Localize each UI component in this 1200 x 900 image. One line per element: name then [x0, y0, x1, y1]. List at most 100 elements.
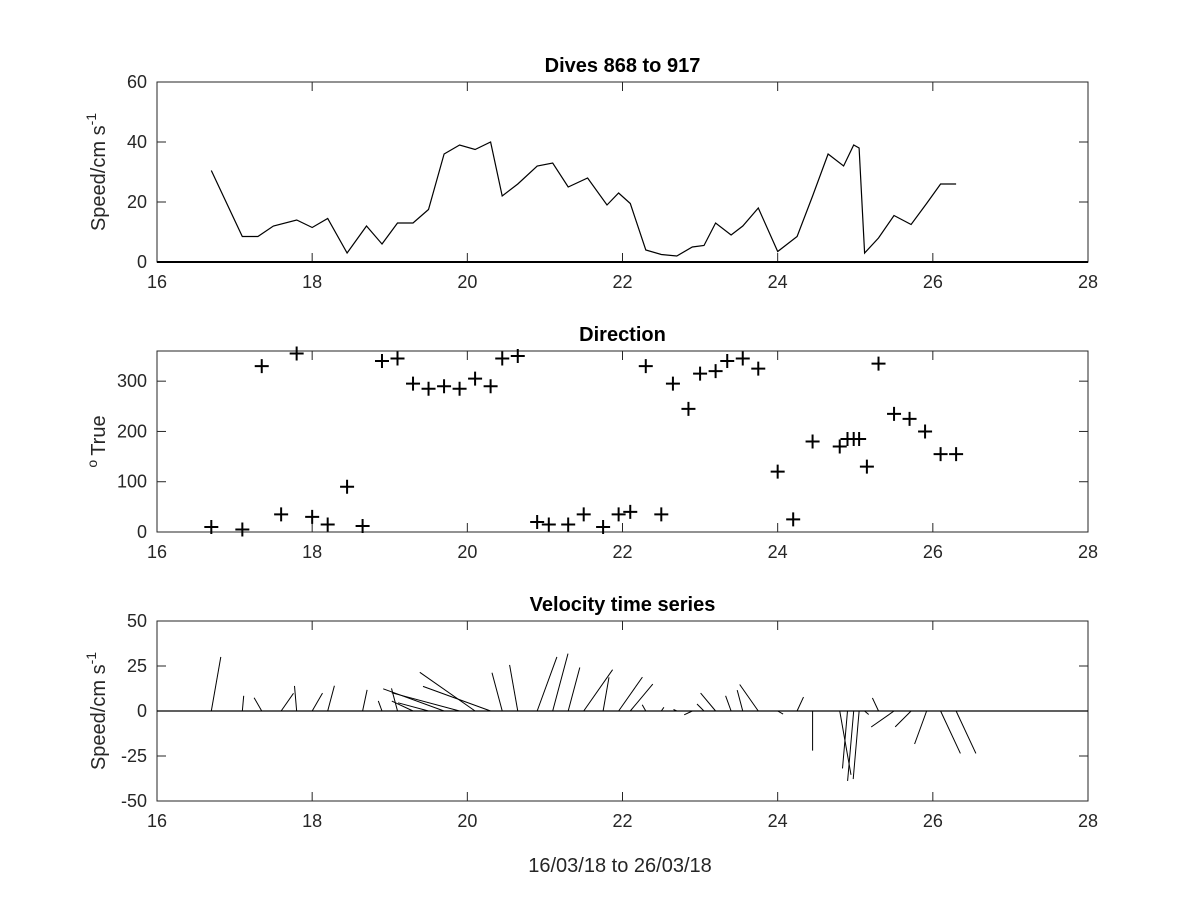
direction-point: [751, 361, 766, 376]
direction-point: [693, 366, 708, 381]
velocity-stick: [736, 689, 744, 712]
velocity-stick: [894, 710, 912, 728]
x-tick-label: 18: [302, 811, 322, 831]
velocity-stick: [852, 710, 860, 780]
velocity-stick: [422, 685, 491, 712]
direction-point: [406, 376, 421, 391]
y-tick-label: 0: [137, 252, 147, 272]
x-tick-label: 16: [147, 272, 167, 292]
y-tick-label: 40: [127, 132, 147, 152]
direction-point: [390, 351, 405, 366]
direction-point: [495, 351, 510, 366]
y-axis-label: Speed/cm s-1: [83, 652, 110, 770]
figure-xlabel: 16/03/18 to 26/03/18: [528, 855, 712, 877]
velocity-stick: [397, 702, 429, 712]
y-tick-label: 0: [137, 701, 147, 721]
direction-point: [576, 507, 591, 522]
velocity-stick: [683, 710, 693, 716]
velocity-stick: [583, 669, 614, 712]
velocity-stick: [629, 683, 654, 712]
direction-point: [305, 509, 320, 524]
y-tick-label: 60: [127, 72, 147, 92]
direction-point: [541, 517, 556, 532]
x-tick-label: 16: [147, 542, 167, 562]
axes-box: [156, 81, 1089, 263]
velocity-stick: [253, 697, 263, 712]
velocity-stick: [700, 692, 716, 712]
speed-series-line: [210, 141, 957, 257]
x-tick-label: 18: [302, 542, 322, 562]
velocity-stick: [864, 710, 870, 715]
y-axis-label-prefix: o: [84, 460, 100, 468]
direction-point: [596, 519, 611, 534]
y-tick-label: 0: [137, 522, 147, 542]
y-axis-label-superscript: -1: [83, 652, 99, 665]
x-tick-label: 22: [612, 811, 632, 831]
y-tick-label: 50: [127, 611, 147, 631]
direction-point: [421, 381, 436, 396]
x-tick-label: 28: [1078, 542, 1098, 562]
direction-point: [665, 376, 680, 391]
direction-point: [468, 371, 483, 386]
velocity-stick: [847, 710, 855, 781]
velocity-stick: [940, 710, 961, 754]
y-tick-label: 100: [117, 472, 147, 492]
velocity-stick: [210, 656, 222, 712]
direction-panel: 16 18 20 22 24 26 28 0 100 200 300 Direction o True: [84, 324, 1098, 562]
velocity-stick: [618, 676, 643, 712]
direction-point: [340, 479, 355, 494]
direction-point: [638, 359, 653, 374]
x-tick-label: 18: [302, 272, 322, 292]
direction-point: [708, 364, 723, 379]
x-tick-label: 24: [768, 272, 788, 292]
direction-point: [510, 349, 525, 364]
direction-point: [805, 434, 820, 449]
velocity-stick: [552, 653, 569, 712]
direction-point: [254, 359, 269, 374]
direction-point: [374, 354, 389, 369]
direction-point: [483, 379, 498, 394]
velocity-stick: [509, 664, 519, 712]
x-tick-label: 24: [768, 542, 788, 562]
axes-box: [156, 350, 1089, 533]
velocity-stick: [955, 710, 977, 754]
direction-point: [530, 514, 545, 529]
direction-point: [452, 381, 467, 396]
y-tick-label: 300: [117, 371, 147, 391]
velocity-stick: [241, 695, 245, 712]
x-tick-label: 26: [923, 272, 943, 292]
velocity-stick: [391, 692, 460, 712]
y-tick-label: 200: [117, 421, 147, 441]
direction-point: [887, 406, 902, 421]
x-tick-label: 26: [923, 811, 943, 831]
direction-point: [561, 517, 576, 532]
velocity-stick: [696, 703, 705, 712]
direction-point: [852, 431, 867, 446]
y-axis-label: o True: [84, 415, 110, 467]
direction-point: [654, 507, 669, 522]
velocity-stick: [491, 672, 503, 712]
velocity-stick: [777, 710, 784, 715]
panel-title: Direction: [579, 324, 666, 346]
panel-title: Velocity time series: [530, 594, 716, 616]
panel-title: Dives 868 to 917: [545, 55, 701, 77]
velocity-stick: [673, 709, 678, 712]
velocity-stick: [383, 688, 445, 712]
y-tick-label: 20: [127, 192, 147, 212]
direction-point: [918, 424, 933, 439]
direction-point: [204, 519, 219, 534]
velocity-stick: [377, 700, 383, 712]
velocity-stick: [536, 656, 558, 712]
velocity-stick: [602, 677, 610, 712]
y-axis-label: Speed/cm s-1: [83, 113, 110, 231]
direction-point: [611, 507, 626, 522]
direction-point: [437, 379, 452, 394]
velocity-stick: [641, 704, 647, 712]
direction-point: [902, 411, 917, 426]
x-tick-label: 22: [612, 542, 632, 562]
y-tick-label: 25: [127, 656, 147, 676]
direction-point: [235, 522, 250, 537]
velocity-stick: [362, 689, 368, 712]
y-tick-label: -50: [121, 791, 147, 811]
direction-point: [289, 346, 304, 361]
